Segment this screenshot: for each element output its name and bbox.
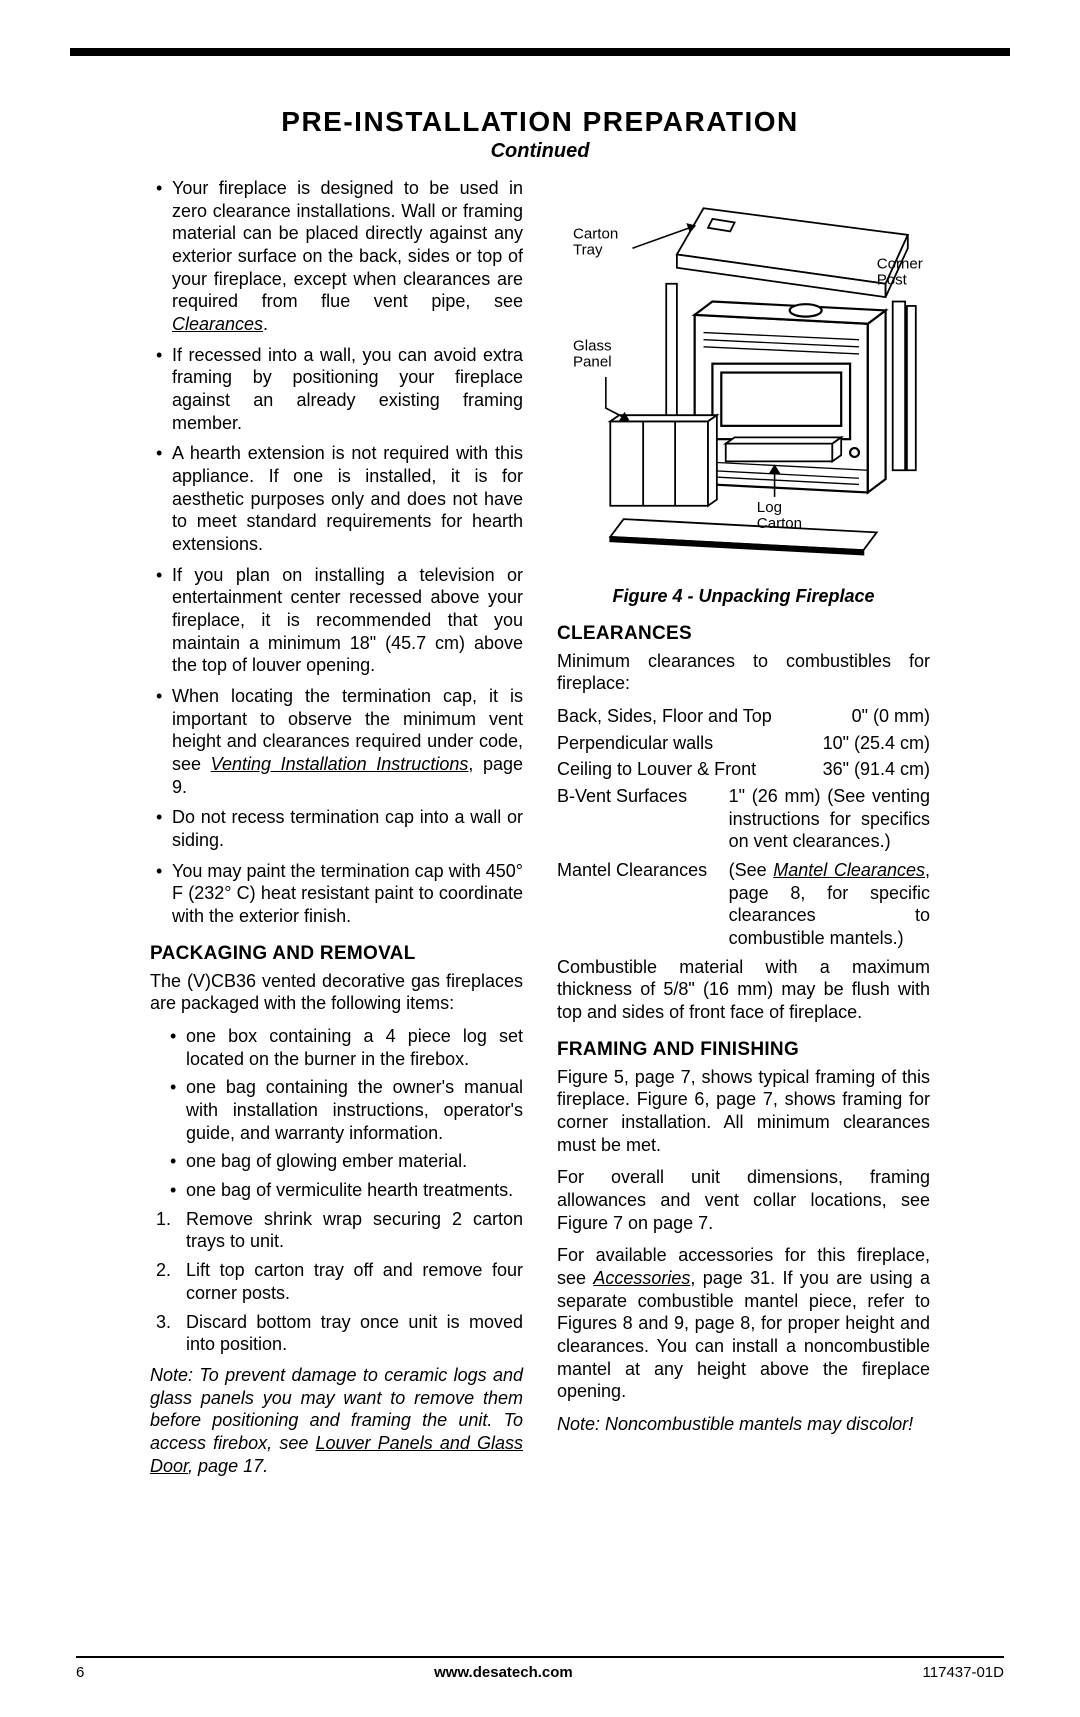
packaging-heading: PACKAGING AND REMOVAL — [150, 942, 523, 966]
continued-label: Continued — [150, 140, 930, 163]
figure-caption: Figure 4 - Unpacking Fireplace — [557, 585, 930, 608]
bullet-item: When locating the termination cap, it is… — [150, 685, 523, 798]
clearances-heading: CLEARANCES — [557, 622, 930, 646]
bullet-item: A hearth extension is not required with … — [150, 442, 523, 555]
carton-tray-shape — [677, 208, 908, 297]
clear-row: Perpendicular walls10" (25.4 cm) — [557, 732, 930, 755]
label-corner-post: Corner — [877, 256, 923, 273]
clear-row: Ceiling to Louver & Front36" (91.4 cm) — [557, 758, 930, 781]
framing-p3: For available accessories for this firep… — [557, 1244, 930, 1403]
mantel-link[interactable]: Mantel Clearances — [773, 860, 925, 880]
figure-unpacking: Carton Tray Glass Panel Corner Post Log … — [557, 177, 930, 577]
page-frame: PRE-INSTALLATION PREPARATION Continued Y… — [70, 48, 1010, 1578]
packaging-item: one bag containing the owner's manual wi… — [150, 1076, 523, 1144]
clear-row-mantel: Mantel Clearances (See Mantel Clearances… — [557, 859, 930, 950]
packaging-item: one bag of vermiculite hearth treatments… — [150, 1179, 523, 1202]
left-column: Your fireplace is designed to be used in… — [150, 177, 523, 1487]
discolor-note: Note: Noncombustible mantels may discolo… — [557, 1413, 930, 1436]
clearances-intro: Minimum clearances to combustibles for f… — [557, 650, 930, 695]
framing-p2: For overall unit dimensions, framing all… — [557, 1166, 930, 1234]
page-number: 6 — [76, 1664, 84, 1681]
note-text: Note: To prevent damage to ceramic logs … — [150, 1364, 523, 1477]
doc-number: 117437-01D — [923, 1664, 1004, 1681]
framing-p1: Figure 5, page 7, shows typical framing … — [557, 1066, 930, 1157]
footer-site: www.desatech.com — [434, 1664, 573, 1681]
bullet-item: Your fireplace is designed to be used in… — [150, 177, 523, 336]
fireplace-diagram: Carton Tray Glass Panel Corner Post Log … — [557, 177, 930, 577]
svg-text:Carton: Carton — [757, 515, 802, 532]
svg-text:Panel: Panel — [573, 353, 612, 370]
page-title: PRE-INSTALLATION PREPARATION — [150, 106, 930, 138]
packaging-item: one box containing a 4 piece log set loc… — [150, 1025, 523, 1070]
svg-text:Post: Post — [877, 272, 908, 289]
accessories-link[interactable]: Accessories — [593, 1268, 690, 1288]
label-glass-panel: Glass — [573, 337, 612, 354]
clear-row: Back, Sides, Floor and Top0" (0 mm) — [557, 705, 930, 728]
clear-row-bvent: B-Vent Surfaces 1" (26 mm) (See venting … — [557, 785, 930, 853]
bullet-item: You may paint the termination cap with 4… — [150, 860, 523, 928]
clearances-link[interactable]: Clearances — [172, 314, 263, 334]
bullet-item: If recessed into a wall, you can avoid e… — [150, 344, 523, 435]
glass-panel-shape — [610, 415, 717, 506]
step-item: Remove shrink wrap securing 2 carton tra… — [150, 1208, 523, 1253]
framing-heading: FRAMING AND FINISHING — [557, 1038, 930, 1062]
packaging-intro: The (V)CB36 vented decorative gas firepl… — [150, 970, 523, 1015]
intro-bullet-list: Your fireplace is designed to be used in… — [150, 177, 523, 928]
log-carton-shape — [726, 437, 841, 461]
bullet-item: If you plan on installing a television o… — [150, 564, 523, 677]
removal-steps: Remove shrink wrap securing 2 carton tra… — [150, 1208, 523, 1356]
label-carton-tray: Carton — [573, 225, 618, 242]
combustible-note: Combustible material with a maximum thic… — [557, 956, 930, 1024]
svg-text:Tray: Tray — [573, 241, 603, 258]
right-column: Carton Tray Glass Panel Corner Post Log … — [557, 177, 930, 1487]
step-item: Lift top carton tray off and remove four… — [150, 1259, 523, 1304]
packaging-item: one bag of glowing ember material. — [150, 1150, 523, 1173]
label-log-carton: Log — [757, 499, 782, 516]
packaging-list: one box containing a 4 piece log set loc… — [150, 1025, 523, 1202]
two-column-layout: Your fireplace is designed to be used in… — [150, 177, 930, 1487]
venting-link[interactable]: Venting Installation Instructions — [211, 754, 469, 774]
step-item: Discard bottom tray once unit is moved i… — [150, 1311, 523, 1356]
bullet-item: Do not recess termination cap into a wal… — [150, 806, 523, 851]
bottom-tray — [610, 519, 876, 555]
fireplace-body — [695, 302, 886, 493]
